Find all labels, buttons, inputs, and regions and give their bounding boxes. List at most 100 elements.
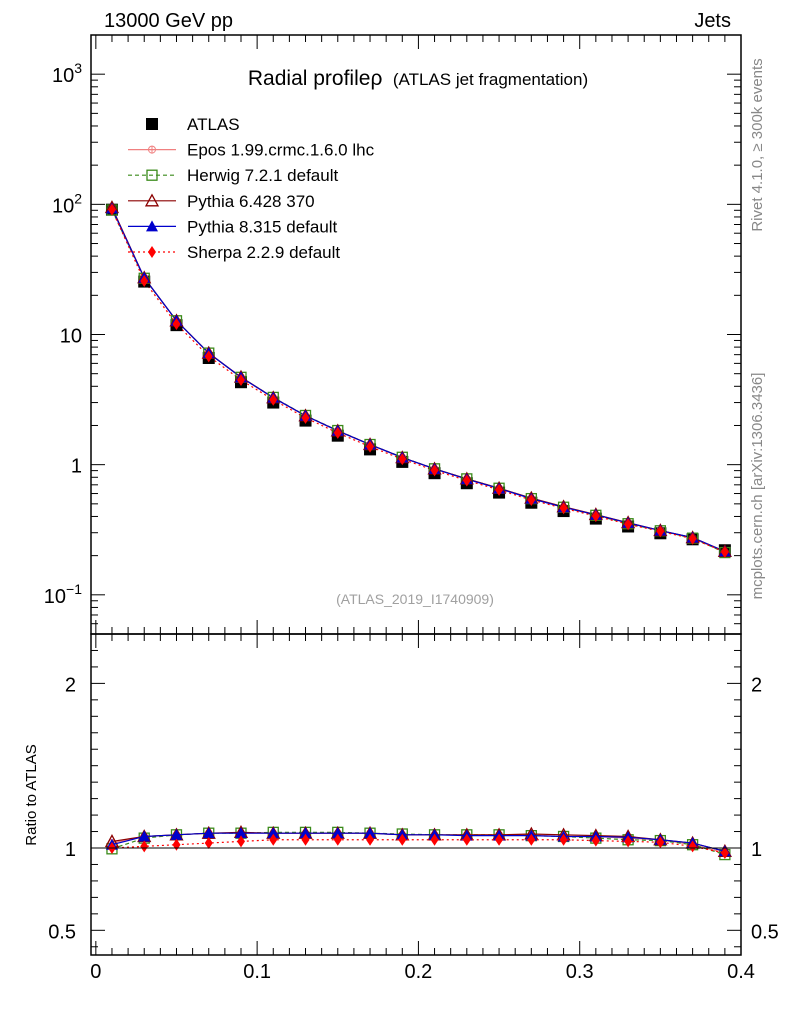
ratio-series-point (364, 827, 377, 839)
ratio-series-point (398, 833, 407, 846)
chart-title: Radial profileρ (ATLAS jet fragmentation… (248, 67, 588, 90)
chart-title-main: Radial profileρ (248, 67, 383, 90)
legend-marker (148, 145, 156, 154)
ratio-series-point (269, 833, 278, 846)
legend-marker (146, 220, 158, 232)
main-series-point (559, 502, 568, 515)
ratio-series-point (299, 827, 312, 839)
main-y-tick-base: 10 (52, 195, 74, 217)
ratio-series-point (688, 840, 697, 853)
main-y-tick-label: 102 (52, 190, 82, 217)
ratio-series-point (301, 833, 310, 846)
ratio-series-point (527, 833, 536, 846)
legend-label: Epos 1.99.crmc.1.6.0 lhc (187, 141, 375, 160)
ratio-y-tick-label: 0.5 (48, 921, 76, 943)
ratio-panel-series (104, 825, 732, 861)
ratio-series-point (430, 833, 439, 846)
main-series-point (591, 510, 600, 523)
main-y-tick-label: 1 (71, 456, 82, 478)
main-y-tick-base: 1 (71, 456, 82, 478)
main-y-tick-base: 10 (60, 326, 82, 348)
ratio-series-point (366, 833, 375, 846)
x-tick-label: 0.4 (727, 961, 755, 983)
ratio-y-tick-label-right: 0.5 (751, 921, 779, 943)
main-series-point (172, 318, 181, 331)
main-series-point (462, 474, 471, 487)
main-series-point (495, 483, 504, 496)
ratio-ylabel: Ratio to ATLAS (23, 744, 40, 845)
main-y-tick-base: 10 (44, 586, 66, 608)
ratio-y-tick-label: 2 (65, 674, 76, 696)
ratio-y-tick-label-right: 2 (751, 674, 762, 696)
x-tick-label: 0.1 (243, 961, 271, 983)
main-series-point (237, 373, 245, 386)
ratio-y-tick-label: 1 (65, 839, 76, 861)
legend-entry: Herwig 7.2.1 default (128, 166, 338, 185)
x-tick-label: 0.3 (566, 961, 594, 983)
main-y-tick-exponent: 2 (74, 190, 82, 206)
main-series-point (107, 203, 116, 216)
ratio-series-line (111, 839, 725, 854)
mcplots-side-label: mcplots.cern.ch [arXiv:1306.3436] (749, 373, 766, 600)
main-series-point (430, 464, 439, 477)
ratio-frame (90, 633, 742, 956)
ratio-series-point (333, 833, 342, 846)
legend-label: Pythia 8.315 default (187, 217, 338, 236)
legend-label: Sherpa 2.2.9 default (187, 243, 340, 262)
legend-marker (148, 246, 156, 258)
ratio-series-point (170, 828, 183, 840)
chart-subtitle: (ATLAS jet fragmentation) (393, 70, 588, 89)
legend-label: Pythia 6.428 370 (187, 192, 315, 211)
ratio-series-point (559, 833, 568, 846)
main-series-point (333, 426, 342, 439)
ratio-series-point (495, 833, 504, 846)
main-series-point (624, 518, 633, 531)
x-tick-label: 0 (90, 961, 101, 983)
x-ticks: 0 0.1 0.2 0.3 0.4 (90, 35, 755, 983)
legend-entry: Pythia 6.428 370 (128, 192, 315, 211)
legend-entry: Pythia 8.315 default (128, 217, 338, 236)
ratio-series-point (267, 827, 280, 839)
ratio-series-point (235, 827, 247, 839)
legend-marker (146, 118, 158, 130)
analysis-tag: (ATLAS_2019_I1740909) (336, 591, 494, 607)
legend-marker (144, 193, 160, 207)
main-series-point (204, 350, 213, 363)
legend-label: ATLAS (187, 115, 240, 134)
ratio-series-point (202, 827, 215, 839)
ratio-series-point (204, 837, 213, 850)
ratio-series-point (237, 835, 245, 848)
legend-marker (146, 169, 158, 181)
x-tick-label: 0.2 (405, 961, 433, 983)
ratio-series-point (138, 830, 151, 842)
ratio-series-point (140, 840, 149, 853)
main-y-tick-label: 10−1 (44, 581, 82, 608)
ratio-series-point (462, 833, 471, 846)
main-panel-series (104, 200, 732, 559)
main-y-tick-base: 10 (52, 65, 74, 87)
main-series-point (688, 532, 697, 545)
main-series-point (527, 493, 536, 506)
ratio-series-point (591, 834, 600, 847)
legend-label: Herwig 7.2.1 default (187, 166, 338, 185)
ratio-series-point (331, 827, 344, 839)
main-series-point (720, 545, 729, 558)
ratio-y-ticks: 0.5 0.5 1 1 2 2 (48, 633, 779, 948)
ratio-y-tick-label-right: 1 (751, 839, 762, 861)
energy-label: 13000 GeV pp (104, 10, 233, 32)
main-series-point (140, 275, 149, 288)
ratio-series-point (172, 838, 181, 851)
ratio-series-point (720, 846, 729, 859)
main-series-point (656, 525, 665, 538)
legend: ATLAS Epos 1.99.crmc.1.6.0 lhc Herwig 7.2.… (128, 115, 375, 262)
category-label: Jets (694, 10, 731, 32)
main-series-point (398, 453, 407, 466)
main-y-tick-label: 10 (60, 326, 82, 348)
main-series-point (301, 411, 310, 424)
main-series-point (366, 440, 375, 453)
ratio-series-point (656, 836, 665, 849)
legend-entry: Sherpa 2.2.9 default (128, 243, 340, 262)
main-y-tick-exponent: −1 (66, 581, 82, 597)
